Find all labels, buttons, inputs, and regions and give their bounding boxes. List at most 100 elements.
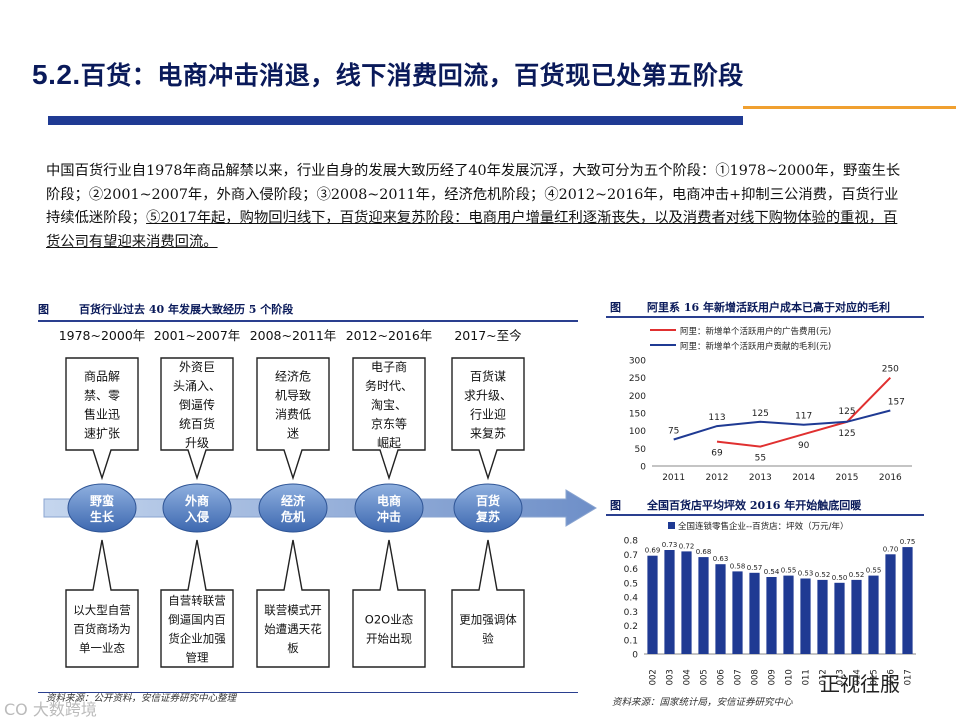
stage-node-label: 危机 <box>280 509 305 524</box>
stage-period: 2012~2016年 <box>346 328 433 343</box>
stage-up-text: 崛起 <box>377 435 401 450</box>
stage-up-text: 求升级、 <box>464 389 512 403</box>
x-tick-label: 2014 <box>853 669 863 686</box>
data-label: 157 <box>888 398 905 408</box>
stage-up-text: 来复苏 <box>470 427 506 441</box>
stage-node-label: 经济 <box>281 493 306 508</box>
bar-value-label: 0.73 <box>662 541 678 549</box>
stage-down-callout <box>451 539 525 668</box>
y-tick-label: 0.2 <box>624 622 638 632</box>
stage-up-text: 淘宝、 <box>371 398 407 412</box>
left-source-rule <box>38 692 578 693</box>
data-label: 90 <box>798 441 810 451</box>
x-tick-label: 2002 <box>649 669 659 686</box>
y-tick-label: 0 <box>640 463 646 473</box>
series-line <box>673 409 891 441</box>
stage-period: 2008~2011年 <box>250 328 337 343</box>
bottom-caption-prefix: 图 <box>610 499 621 512</box>
stage-down-text: 自营转联营 <box>168 594 226 608</box>
bar <box>749 572 760 654</box>
top-caption-text: 阿里系 16 年新增活跃用户成本已高于对应的毛利 <box>647 301 890 314</box>
data-label: 125 <box>838 429 855 439</box>
watermark-right: 正视往服 <box>820 672 900 696</box>
stage-up-text: 电子商 <box>371 359 407 374</box>
stage-down-callout <box>65 539 139 668</box>
x-tick-label: 2015 <box>836 473 859 483</box>
stage-down-text: 单一业态 <box>79 641 125 655</box>
bar-value-label: 0.70 <box>883 545 899 553</box>
x-tick-label: 2017 <box>904 669 914 686</box>
top-caption-prefix: 图 <box>610 301 621 314</box>
stage-up-text: 头涌入、 <box>173 379 221 393</box>
stage-down-text: 以大型自营 <box>73 603 131 617</box>
legend-label: 阿里：新增单个活跃用户的广告费用(元) <box>680 326 831 337</box>
bar-value-label: 0.54 <box>764 568 780 576</box>
bar-value-label: 0.55 <box>781 567 797 575</box>
bar <box>715 564 726 654</box>
bar-value-label: 0.72 <box>679 542 695 550</box>
y-tick-label: 0 <box>632 651 638 661</box>
data-label: 55 <box>755 454 766 464</box>
y-tick-label: 50 <box>635 445 647 455</box>
bar <box>698 557 709 654</box>
stage-node <box>453 483 523 533</box>
stage-period: 2017~至今 <box>454 328 522 343</box>
y-tick-label: 0.4 <box>624 594 639 604</box>
bar-value-label: 0.75 <box>900 538 916 546</box>
stage-up-callout <box>256 357 330 481</box>
bar <box>902 547 913 654</box>
top-caption-rule <box>606 316 924 318</box>
bar <box>664 550 675 654</box>
data-label: 117 <box>795 412 812 422</box>
stage-node <box>354 483 424 533</box>
stage-up-text: 升级 <box>185 436 209 450</box>
stage-node <box>258 483 328 533</box>
stage-up-text: 百货谋 <box>470 369 506 384</box>
stage-period: 2001~2007年 <box>154 328 241 343</box>
stage-up-text: 经济危 <box>275 369 311 384</box>
left-caption-prefix: 图 <box>38 303 49 316</box>
x-tick-label: 2011 <box>662 473 685 483</box>
stage-down-text: 倒逼国内百 <box>168 613 226 627</box>
stage-down-callout <box>352 539 426 668</box>
stage-down-text: O2O业态 <box>365 613 414 627</box>
bar <box>868 575 879 654</box>
y-tick-label: 0.7 <box>624 551 638 561</box>
x-tick-label: 2013 <box>836 669 846 686</box>
stage-up-text: 机导致 <box>275 389 311 403</box>
bar <box>851 579 862 654</box>
bar-value-label: 0.68 <box>696 548 712 556</box>
stage-down-text: 板 <box>287 641 299 655</box>
stage-up-callout <box>160 357 234 481</box>
bar-value-label: 0.52 <box>849 571 865 579</box>
x-tick-label: 2008 <box>751 669 761 686</box>
title-rule-blue <box>48 116 743 125</box>
watermark-left: CO 大数跨境 <box>4 700 97 719</box>
stage-node-label: 复苏 <box>475 509 500 524</box>
x-tick-label: 2007 <box>734 669 744 686</box>
bar-value-label: 0.50 <box>832 574 848 582</box>
bar-chart: 全国连锁零售企业--百货店：坪效（万元/年） 0 0.1 0.2 0.3 0.4 0.5 0.… <box>624 521 916 686</box>
bottom-caption-rule <box>606 514 924 516</box>
x-tick-label: 2010 <box>785 669 795 686</box>
data-label: 125 <box>838 407 855 417</box>
x-tick-label: 2011 <box>802 669 812 686</box>
stage-up-callout <box>451 357 525 481</box>
stage-period: 1978~2000年 <box>59 328 146 343</box>
stage-down-callout <box>160 539 234 668</box>
bar <box>681 551 692 654</box>
legend-label: 全国连锁零售企业--百货店：坪效（万元/年） <box>678 521 849 532</box>
right-figure-source: 资料来源：国家统计局，安信证券研究中心 <box>612 697 793 708</box>
stage-up-text: 京东等 <box>371 417 407 431</box>
x-tick-label: 2016 <box>879 473 902 483</box>
stage-up-text: 外资巨 <box>179 360 215 374</box>
stage-up-text: 务时代、 <box>365 378 413 393</box>
y-tick-label: 200 <box>629 392 646 402</box>
page-title: 5.2.百货：电商冲击消退，线下消费回流，百货现已处第五阶段 <box>32 56 744 92</box>
stage-up-text: 行业迎 <box>470 408 506 422</box>
stage-down-text: 联营模式开 <box>264 603 322 617</box>
left-figure-caption: 图 百货行业过去 40 年发展大致经历 5 个阶段 <box>38 301 293 317</box>
y-tick-label: 0.6 <box>624 565 639 575</box>
stage-node <box>67 483 137 533</box>
bar <box>732 571 743 654</box>
